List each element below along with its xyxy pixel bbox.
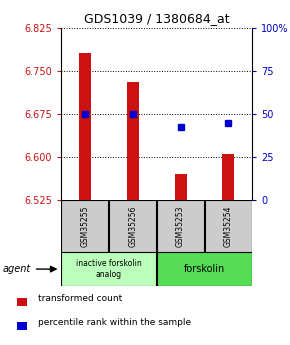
Bar [17,322,27,330]
FancyBboxPatch shape [61,252,156,286]
Bar [79,53,91,200]
Bar [17,298,27,306]
Text: forskolin: forskolin [184,264,225,274]
FancyBboxPatch shape [157,200,204,252]
Text: GSM35255: GSM35255 [80,205,89,247]
FancyBboxPatch shape [205,200,252,252]
Text: GSM35253: GSM35253 [176,205,185,247]
Bar [222,154,234,200]
FancyBboxPatch shape [157,252,252,286]
Text: GSM35254: GSM35254 [224,205,233,247]
Text: percentile rank within the sample: percentile rank within the sample [38,318,191,327]
Text: agent: agent [3,264,31,274]
Bar [127,82,139,200]
Text: inactive forskolin
analog: inactive forskolin analog [76,259,142,279]
Text: GSM35256: GSM35256 [128,205,137,247]
FancyBboxPatch shape [61,200,108,252]
Title: GDS1039 / 1380684_at: GDS1039 / 1380684_at [84,12,229,25]
Text: transformed count: transformed count [38,294,123,303]
FancyBboxPatch shape [109,200,156,252]
Bar [175,174,186,200]
